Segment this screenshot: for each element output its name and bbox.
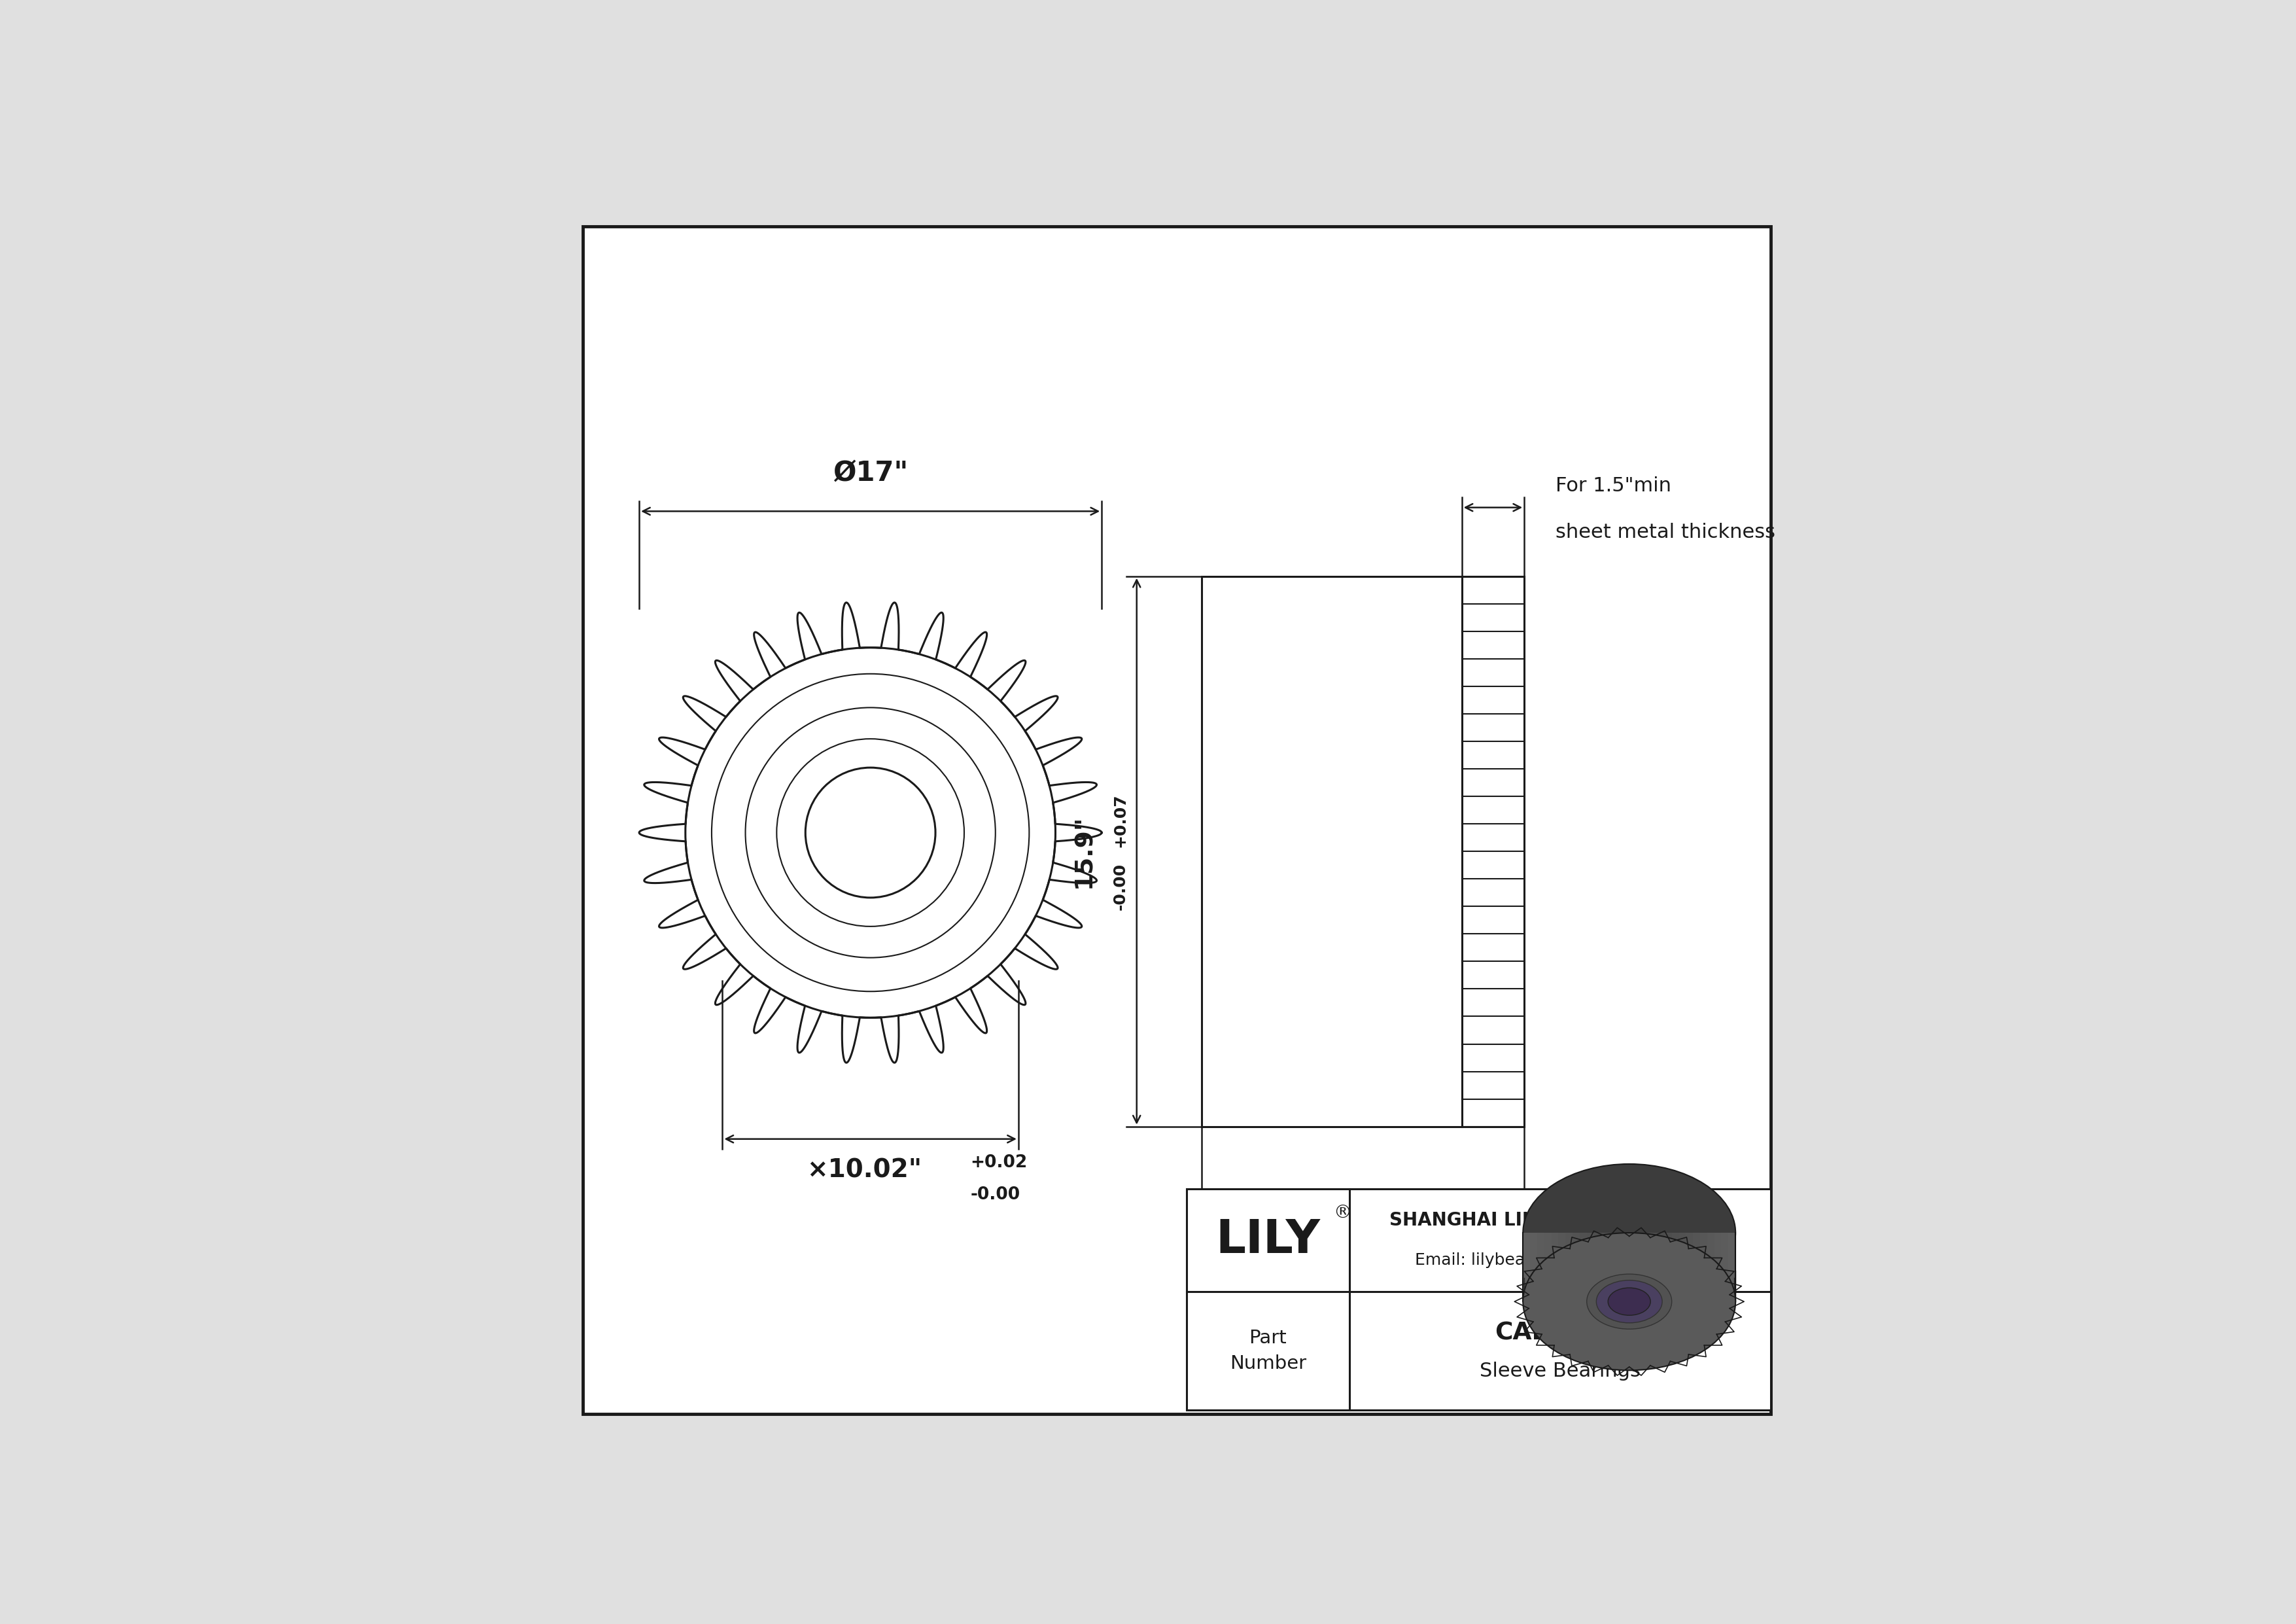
Bar — [1607, 1233, 1614, 1301]
Bar — [1715, 1233, 1722, 1301]
Text: CADCNCF: CADCNCF — [1495, 1322, 1626, 1345]
Bar — [1587, 1233, 1593, 1301]
Text: ×10.02": ×10.02" — [806, 1158, 921, 1182]
Text: LILY: LILY — [1215, 1218, 1320, 1263]
Bar — [1545, 1233, 1552, 1301]
Bar — [1573, 1233, 1580, 1301]
Bar — [1685, 1233, 1692, 1301]
Text: For 1.5"min: For 1.5"min — [1554, 476, 1671, 495]
Bar — [1671, 1233, 1678, 1301]
Text: +0.02: +0.02 — [971, 1155, 1029, 1171]
Bar — [1593, 1233, 1600, 1301]
Text: 15.9": 15.9" — [1072, 815, 1095, 888]
Bar — [1614, 1233, 1623, 1301]
Bar — [1187, 1189, 1770, 1410]
Text: +0.07: +0.07 — [1114, 793, 1127, 848]
Bar — [1651, 1233, 1658, 1301]
Bar — [1678, 1233, 1685, 1301]
Ellipse shape — [1522, 1233, 1736, 1371]
Text: Sleeve Bearings: Sleeve Bearings — [1479, 1361, 1639, 1380]
Text: Ø17": Ø17" — [833, 458, 909, 486]
Bar — [1623, 1233, 1630, 1301]
Bar — [1658, 1233, 1665, 1301]
Bar — [1729, 1233, 1736, 1301]
Bar — [1559, 1233, 1566, 1301]
Text: -0.00: -0.00 — [1114, 862, 1127, 909]
Text: ®: ® — [1334, 1203, 1352, 1221]
Bar — [1665, 1233, 1671, 1301]
Text: sheet metal thickness: sheet metal thickness — [1554, 523, 1775, 541]
Bar — [1529, 1233, 1536, 1301]
Bar — [1536, 1233, 1545, 1301]
Bar — [1552, 1233, 1559, 1301]
Ellipse shape — [1596, 1280, 1662, 1324]
Bar — [1630, 1233, 1637, 1301]
Text: 11.5"±0.254: 11.5"±0.254 — [1267, 1242, 1458, 1270]
Bar — [1699, 1233, 1708, 1301]
Text: SHANGHAI LILY BEARING LIMITED: SHANGHAI LILY BEARING LIMITED — [1389, 1212, 1731, 1229]
Bar — [1522, 1233, 1529, 1301]
Ellipse shape — [1587, 1275, 1671, 1328]
Bar — [1463, 577, 1525, 1127]
Bar — [1566, 1233, 1573, 1301]
Bar — [1637, 1233, 1644, 1301]
Bar — [1722, 1233, 1729, 1301]
Bar — [1644, 1233, 1651, 1301]
Text: Email: lilybearing@lily-bearing.com: Email: lilybearing@lily-bearing.com — [1414, 1252, 1706, 1268]
Bar — [1201, 577, 1463, 1127]
Bar — [1600, 1233, 1607, 1301]
Bar — [1580, 1233, 1587, 1301]
Text: -0.00: -0.00 — [971, 1187, 1019, 1203]
Bar — [1522, 1233, 1736, 1301]
Text: Part
Number: Part Number — [1231, 1328, 1306, 1372]
Ellipse shape — [1607, 1288, 1651, 1315]
Ellipse shape — [1522, 1164, 1736, 1301]
Bar — [1692, 1233, 1699, 1301]
Bar — [1708, 1233, 1715, 1301]
